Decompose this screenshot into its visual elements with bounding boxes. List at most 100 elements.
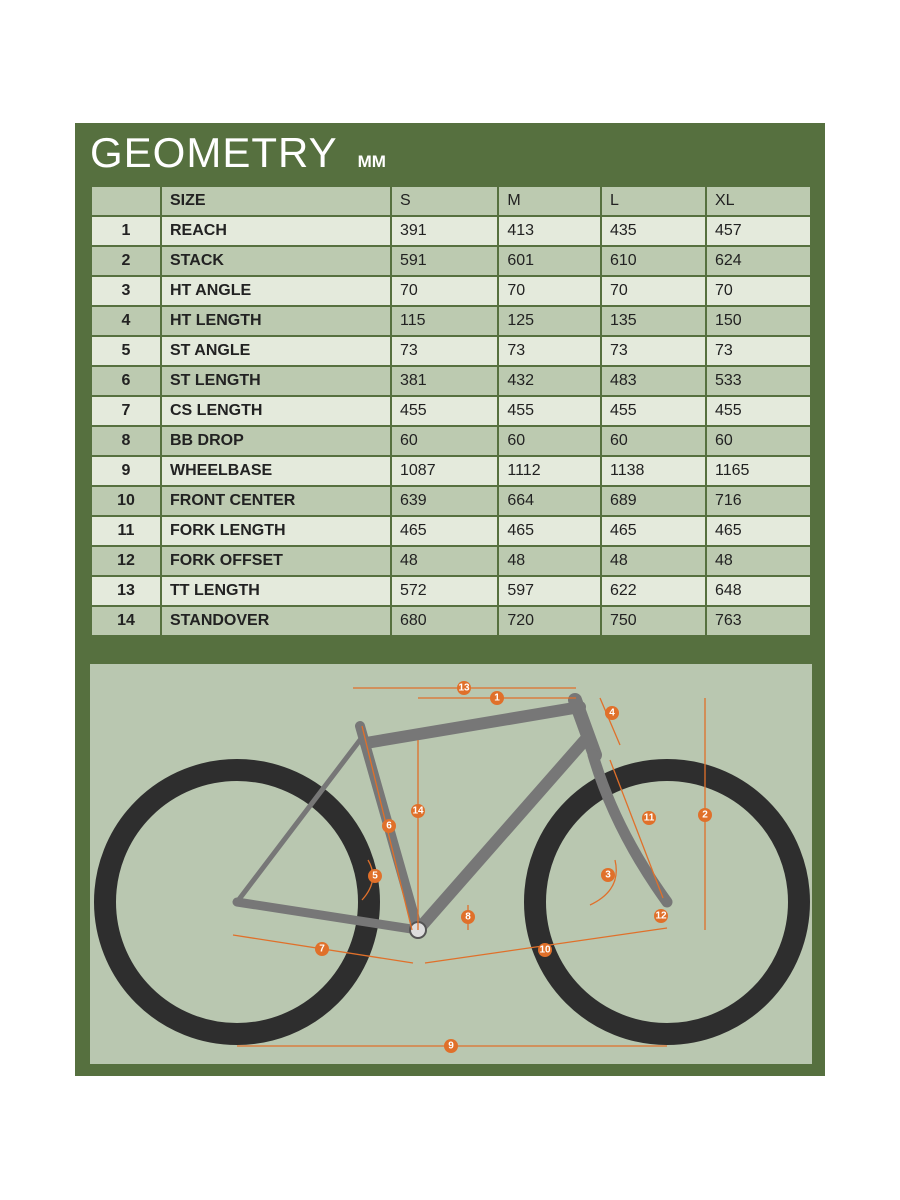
- marker-label: 4: [609, 708, 615, 719]
- marker-dot: [654, 909, 668, 923]
- marker-label: 2: [702, 810, 708, 821]
- value-cell: 1165: [704, 455, 813, 487]
- table-row: 10 FRONT CENTER 639 664 689 716: [90, 485, 813, 517]
- table-row: 7 CS LENGTH 455 455 455 455: [90, 395, 813, 427]
- value-cell: 391: [389, 215, 500, 247]
- value-cell: 60: [497, 425, 602, 457]
- value-cell: 48: [704, 545, 813, 577]
- row-name: WHEELBASE: [160, 455, 392, 487]
- value-cell: 125: [497, 305, 602, 337]
- value-cell: 610: [599, 245, 707, 277]
- size-header: XL: [704, 185, 813, 217]
- row-number: 4: [90, 305, 162, 337]
- value-cell: 455: [497, 395, 602, 427]
- row-name: FORK LENGTH: [160, 515, 392, 547]
- row-name: FRONT CENTER: [160, 485, 392, 517]
- value-cell: 135: [599, 305, 707, 337]
- unit: MM: [357, 152, 386, 171]
- value-cell: 455: [704, 395, 813, 427]
- value-cell: 432: [497, 365, 602, 397]
- header-cell: SIZE: [160, 185, 392, 217]
- value-cell: 73: [599, 335, 707, 367]
- marker-label: 9: [448, 1041, 454, 1052]
- row-name: CS LENGTH: [160, 395, 392, 427]
- marker-dot: [382, 819, 396, 833]
- marker-dot: [605, 706, 619, 720]
- marker-dot: [411, 804, 425, 818]
- row-name: STANDOVER: [160, 605, 392, 637]
- table-row: 13 TT LENGTH 572 597 622 648: [90, 575, 813, 607]
- marker-label: 14: [412, 806, 424, 817]
- value-cell: 70: [389, 275, 500, 307]
- value-cell: 639: [389, 485, 500, 517]
- title-text: GEOMETRY: [90, 129, 338, 176]
- value-cell: 48: [497, 545, 602, 577]
- value-cell: 60: [704, 425, 813, 457]
- marker-label: 12: [655, 911, 667, 922]
- row-name: HT ANGLE: [160, 275, 392, 307]
- value-cell: 533: [704, 365, 813, 397]
- value-cell: 455: [389, 395, 500, 427]
- table-row: 9 WHEELBASE 1087 1112 1138 1165: [90, 455, 813, 487]
- marker-label: 3: [605, 870, 611, 881]
- row-number: 3: [90, 275, 162, 307]
- value-cell: 1087: [389, 455, 500, 487]
- value-cell: 750: [599, 605, 707, 637]
- marker-dot: [490, 691, 504, 705]
- table-row: 12 FORK OFFSET 48 48 48 48: [90, 545, 813, 577]
- row-number: 10: [90, 485, 162, 517]
- value-cell: 664: [497, 485, 602, 517]
- row-name: ST LENGTH: [160, 365, 392, 397]
- header-cell: [90, 185, 162, 217]
- value-cell: 1138: [599, 455, 707, 487]
- value-cell: 115: [389, 305, 500, 337]
- value-cell: 622: [599, 575, 707, 607]
- marker-label: 8: [465, 912, 471, 923]
- value-cell: 648: [704, 575, 813, 607]
- value-cell: 465: [497, 515, 602, 547]
- marker-dot: [642, 811, 656, 825]
- row-number: 11: [90, 515, 162, 547]
- value-cell: 48: [599, 545, 707, 577]
- marker-dot: [461, 910, 475, 924]
- value-cell: 720: [497, 605, 602, 637]
- value-cell: 60: [389, 425, 500, 457]
- marker-dot: [368, 869, 382, 883]
- value-cell: 413: [497, 215, 602, 247]
- row-number: 12: [90, 545, 162, 577]
- row-number: 2: [90, 245, 162, 277]
- table-row: 1 REACH 391 413 435 457: [90, 215, 813, 247]
- row-name: ST ANGLE: [160, 335, 392, 367]
- marker-dot: [538, 943, 552, 957]
- value-cell: 483: [599, 365, 707, 397]
- row-name: STACK: [160, 245, 392, 277]
- marker-label: 1: [494, 693, 500, 704]
- value-cell: 1112: [497, 455, 602, 487]
- row-number: 8: [90, 425, 162, 457]
- value-cell: 48: [389, 545, 500, 577]
- value-cell: 465: [599, 515, 707, 547]
- value-cell: 60: [599, 425, 707, 457]
- value-cell: 601: [497, 245, 602, 277]
- marker-label: 10: [539, 945, 551, 956]
- row-name: FORK OFFSET: [160, 545, 392, 577]
- table-row: 2 STACK 591 601 610 624: [90, 245, 813, 277]
- value-cell: 591: [389, 245, 500, 277]
- marker-label: 5: [372, 871, 378, 882]
- value-cell: 70: [497, 275, 602, 307]
- row-name: REACH: [160, 215, 392, 247]
- header-row: SIZE S M L XL: [90, 185, 813, 217]
- table-row: 8 BB DROP 60 60 60 60: [90, 425, 813, 457]
- value-cell: 73: [497, 335, 602, 367]
- table-row: 4 HT LENGTH 115 125 135 150: [90, 305, 813, 337]
- row-number: 9: [90, 455, 162, 487]
- value-cell: 457: [704, 215, 813, 247]
- table-row: 11 FORK LENGTH 465 465 465 465: [90, 515, 813, 547]
- value-cell: 465: [389, 515, 500, 547]
- row-name: HT LENGTH: [160, 305, 392, 337]
- value-cell: 716: [704, 485, 813, 517]
- value-cell: 73: [704, 335, 813, 367]
- row-number: 14: [90, 605, 162, 637]
- size-header: L: [599, 185, 707, 217]
